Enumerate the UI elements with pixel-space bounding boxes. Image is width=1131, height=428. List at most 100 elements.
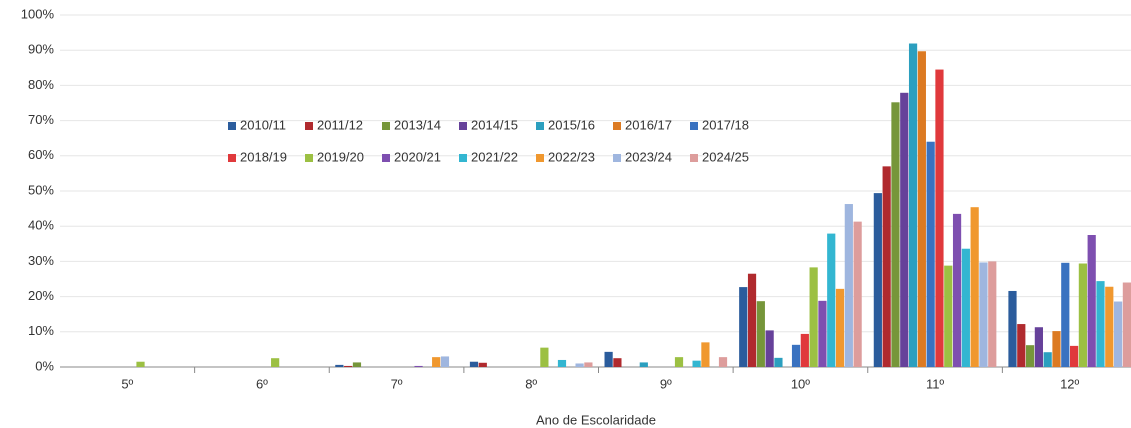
y-tick-label: 10% [28, 323, 54, 338]
bar [961, 248, 970, 367]
bar [935, 69, 944, 367]
legend-label: 2019/20 [317, 149, 364, 164]
legend-label: 2015/16 [548, 117, 595, 132]
legend-swatch [382, 122, 390, 130]
bar [800, 333, 809, 367]
bar [692, 360, 701, 367]
legend-label: 2016/17 [625, 117, 672, 132]
bar [557, 359, 567, 367]
bar [882, 166, 891, 367]
legend-label: 2024/25 [702, 149, 749, 164]
legend-label: 2014/15 [471, 117, 518, 132]
bar [844, 204, 853, 367]
bar [478, 362, 487, 367]
bar [271, 358, 280, 367]
bar [791, 344, 801, 367]
bar [701, 342, 710, 367]
bar [970, 207, 979, 367]
y-tick-label: 0% [35, 358, 54, 373]
bar [1008, 290, 1017, 367]
bar [718, 357, 728, 367]
bar [756, 301, 765, 367]
bar [540, 347, 549, 367]
y-tick-label: 80% [28, 77, 54, 92]
bar [818, 300, 827, 367]
legend-label: 2020/21 [394, 149, 441, 164]
bar [952, 213, 962, 367]
x-tick-label: 7º [391, 376, 403, 391]
x-tick-label: 12º [1060, 376, 1079, 391]
legend-label: 2021/22 [471, 149, 518, 164]
legend-swatch [305, 154, 313, 162]
legend-label: 2011/12 [317, 117, 363, 132]
legend-swatch [459, 122, 467, 130]
x-tick-label: 5º [121, 376, 133, 391]
legend-label: 2017/18 [702, 117, 749, 132]
x-axis-title: Ano de Escolaridade [536, 412, 656, 427]
bar [747, 273, 757, 367]
bar [827, 233, 836, 367]
bar [136, 361, 145, 367]
legend-label: 2010/11 [240, 117, 286, 132]
y-tick-label: 70% [28, 112, 54, 127]
legend-swatch [459, 154, 467, 162]
legend-label: 2013/14 [394, 117, 441, 132]
bar [440, 356, 450, 367]
legend-label: 2022/23 [548, 149, 595, 164]
y-tick-label: 60% [28, 147, 54, 162]
bar [908, 43, 918, 368]
bar [765, 330, 774, 367]
bar [1105, 286, 1114, 367]
bar [944, 265, 953, 367]
legend-swatch [536, 122, 544, 130]
bar [1061, 262, 1070, 367]
bar [575, 363, 584, 367]
bar [1078, 263, 1087, 367]
legend-label: 2023/24 [625, 149, 672, 164]
bar [1017, 324, 1026, 367]
bar [584, 362, 593, 367]
bar [926, 141, 935, 367]
legend-swatch [690, 154, 698, 162]
bar [917, 51, 926, 367]
bar [352, 362, 362, 367]
y-tick-label: 40% [28, 218, 54, 233]
bar [335, 364, 344, 367]
legend-swatch [536, 154, 544, 162]
x-tick-label: 8º [525, 376, 537, 391]
bar [1087, 235, 1096, 367]
y-tick-label: 30% [28, 253, 54, 268]
legend-swatch [382, 154, 390, 162]
legend-swatch [690, 122, 698, 130]
bar [1043, 352, 1052, 367]
legend-swatch [305, 122, 313, 130]
bar [774, 357, 783, 367]
legend-label: 2018/19 [240, 149, 287, 164]
x-tick-label: 11º [926, 376, 944, 391]
bar [1069, 345, 1079, 367]
bar [1122, 282, 1131, 367]
bar [1052, 331, 1061, 367]
bar [469, 361, 479, 367]
bar [1034, 327, 1043, 367]
bar [432, 357, 441, 367]
bar [414, 365, 423, 367]
y-tick-label: 50% [28, 182, 54, 197]
bar [1096, 281, 1105, 367]
bar [988, 261, 997, 367]
legend-swatch [613, 154, 621, 162]
bar [739, 287, 748, 367]
x-tick-label: 6º [256, 376, 268, 391]
bar [891, 102, 900, 368]
bar [639, 362, 648, 367]
bar [979, 262, 988, 367]
bar [835, 288, 845, 367]
bar [809, 267, 818, 367]
x-tick-label: 10º [791, 376, 810, 391]
bar [604, 351, 613, 367]
bar [613, 358, 622, 367]
x-tick-label: 9º [660, 376, 672, 391]
bar [1025, 345, 1035, 367]
y-tick-label: 100% [21, 6, 55, 21]
